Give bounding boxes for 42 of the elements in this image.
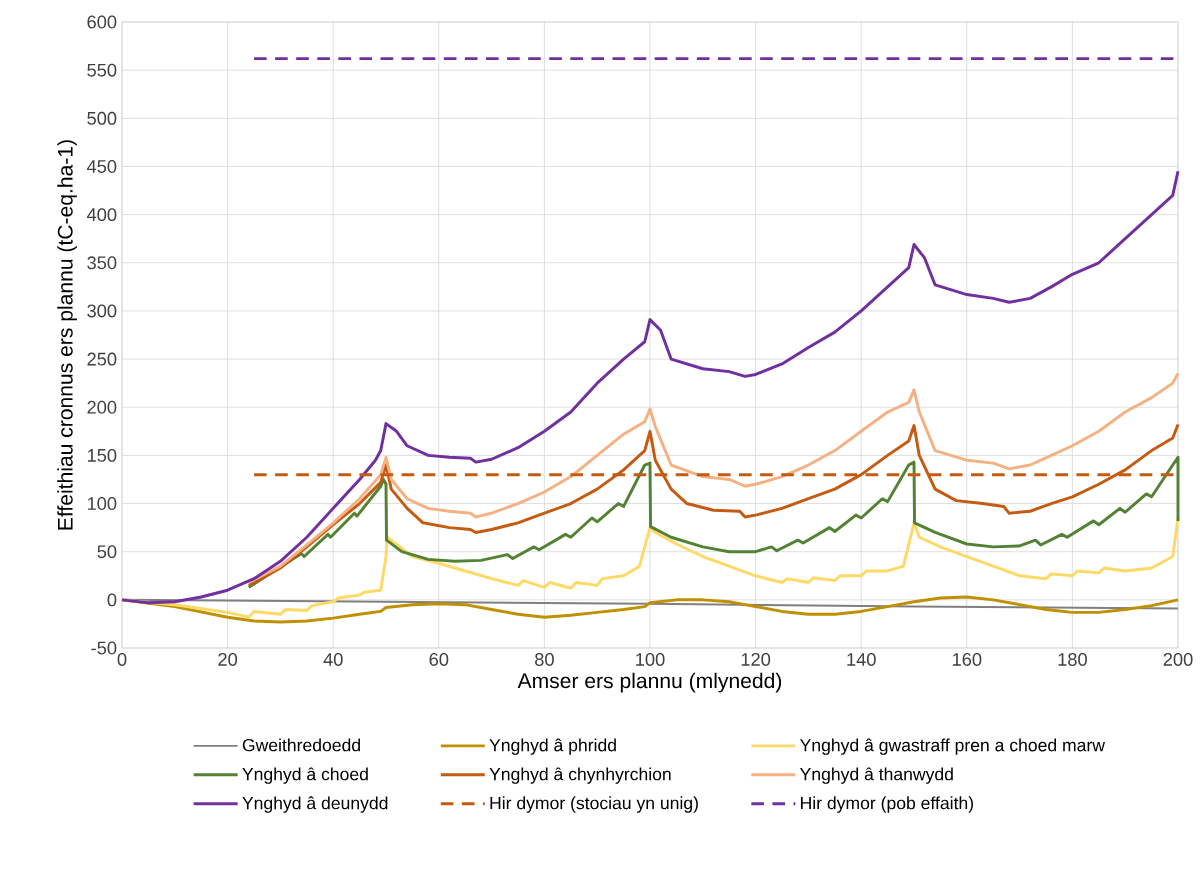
- y-tick-label: 0: [107, 593, 117, 607]
- x-tick-label: 80: [535, 652, 554, 666]
- legend-label: Hir dymor (stociau yn unig): [490, 796, 698, 813]
- x-tick-label: 100: [636, 652, 665, 666]
- legend-label: Hir dymor (pob effaith): [801, 796, 973, 813]
- x-tick-label: 120: [741, 652, 771, 666]
- legend-label: Ynghyd â gwastraff pren a choed marw: [800, 738, 1106, 755]
- y-tick-label: 550: [87, 63, 117, 77]
- legend-label: Ynghyd â deunydd: [242, 796, 388, 813]
- line-series: [247, 423, 1180, 587]
- x-tick-label: 20: [218, 652, 238, 666]
- line-series: [120, 516, 1180, 619]
- y-tick-label: 500: [87, 111, 117, 125]
- y-tick-label: 300: [87, 304, 117, 318]
- line-series: [120, 595, 1180, 624]
- y-tick-label: 600: [87, 15, 117, 29]
- line-series: [247, 372, 1180, 584]
- legend-label: Ynghyd â phridd: [489, 738, 616, 755]
- y-tick-label: 250: [87, 352, 117, 366]
- x-tick-label: 160: [952, 652, 982, 666]
- y-tick-label: -50: [91, 641, 117, 655]
- y-tick-label: 350: [87, 256, 117, 270]
- line-series: [247, 455, 1180, 589]
- y-tick-label: 150: [87, 448, 117, 462]
- legend-label: Ynghyd â chynhyrchion: [489, 767, 671, 784]
- x-tick-label: 60: [429, 652, 449, 666]
- x-tick-label: 200: [1163, 652, 1193, 666]
- y-tick-label: 200: [87, 400, 117, 414]
- x-tick-label: 180: [1058, 652, 1087, 666]
- y-tick-label: 400: [86, 208, 117, 222]
- legend-label: Ynghyd â choed: [242, 767, 368, 784]
- y-tick-label: 50: [97, 545, 117, 559]
- legend-label: Ynghyd â thanwydd: [800, 767, 953, 784]
- x-axis-title: Amser ers plannu (mlynedd): [517, 672, 782, 693]
- y-tick-label: 450: [86, 160, 117, 173]
- x-tick-label: 0: [117, 652, 127, 666]
- y-tick-label: 100: [87, 497, 117, 511]
- line-series: [120, 169, 1180, 605]
- x-tick-label: 40: [323, 652, 343, 666]
- x-tick-label: 140: [847, 652, 876, 666]
- legend-label: Gweithredoedd: [242, 738, 360, 752]
- y-axis-title: Effeithiau cronnus ers plannu (tC-eq.ha-1): [57, 140, 77, 530]
